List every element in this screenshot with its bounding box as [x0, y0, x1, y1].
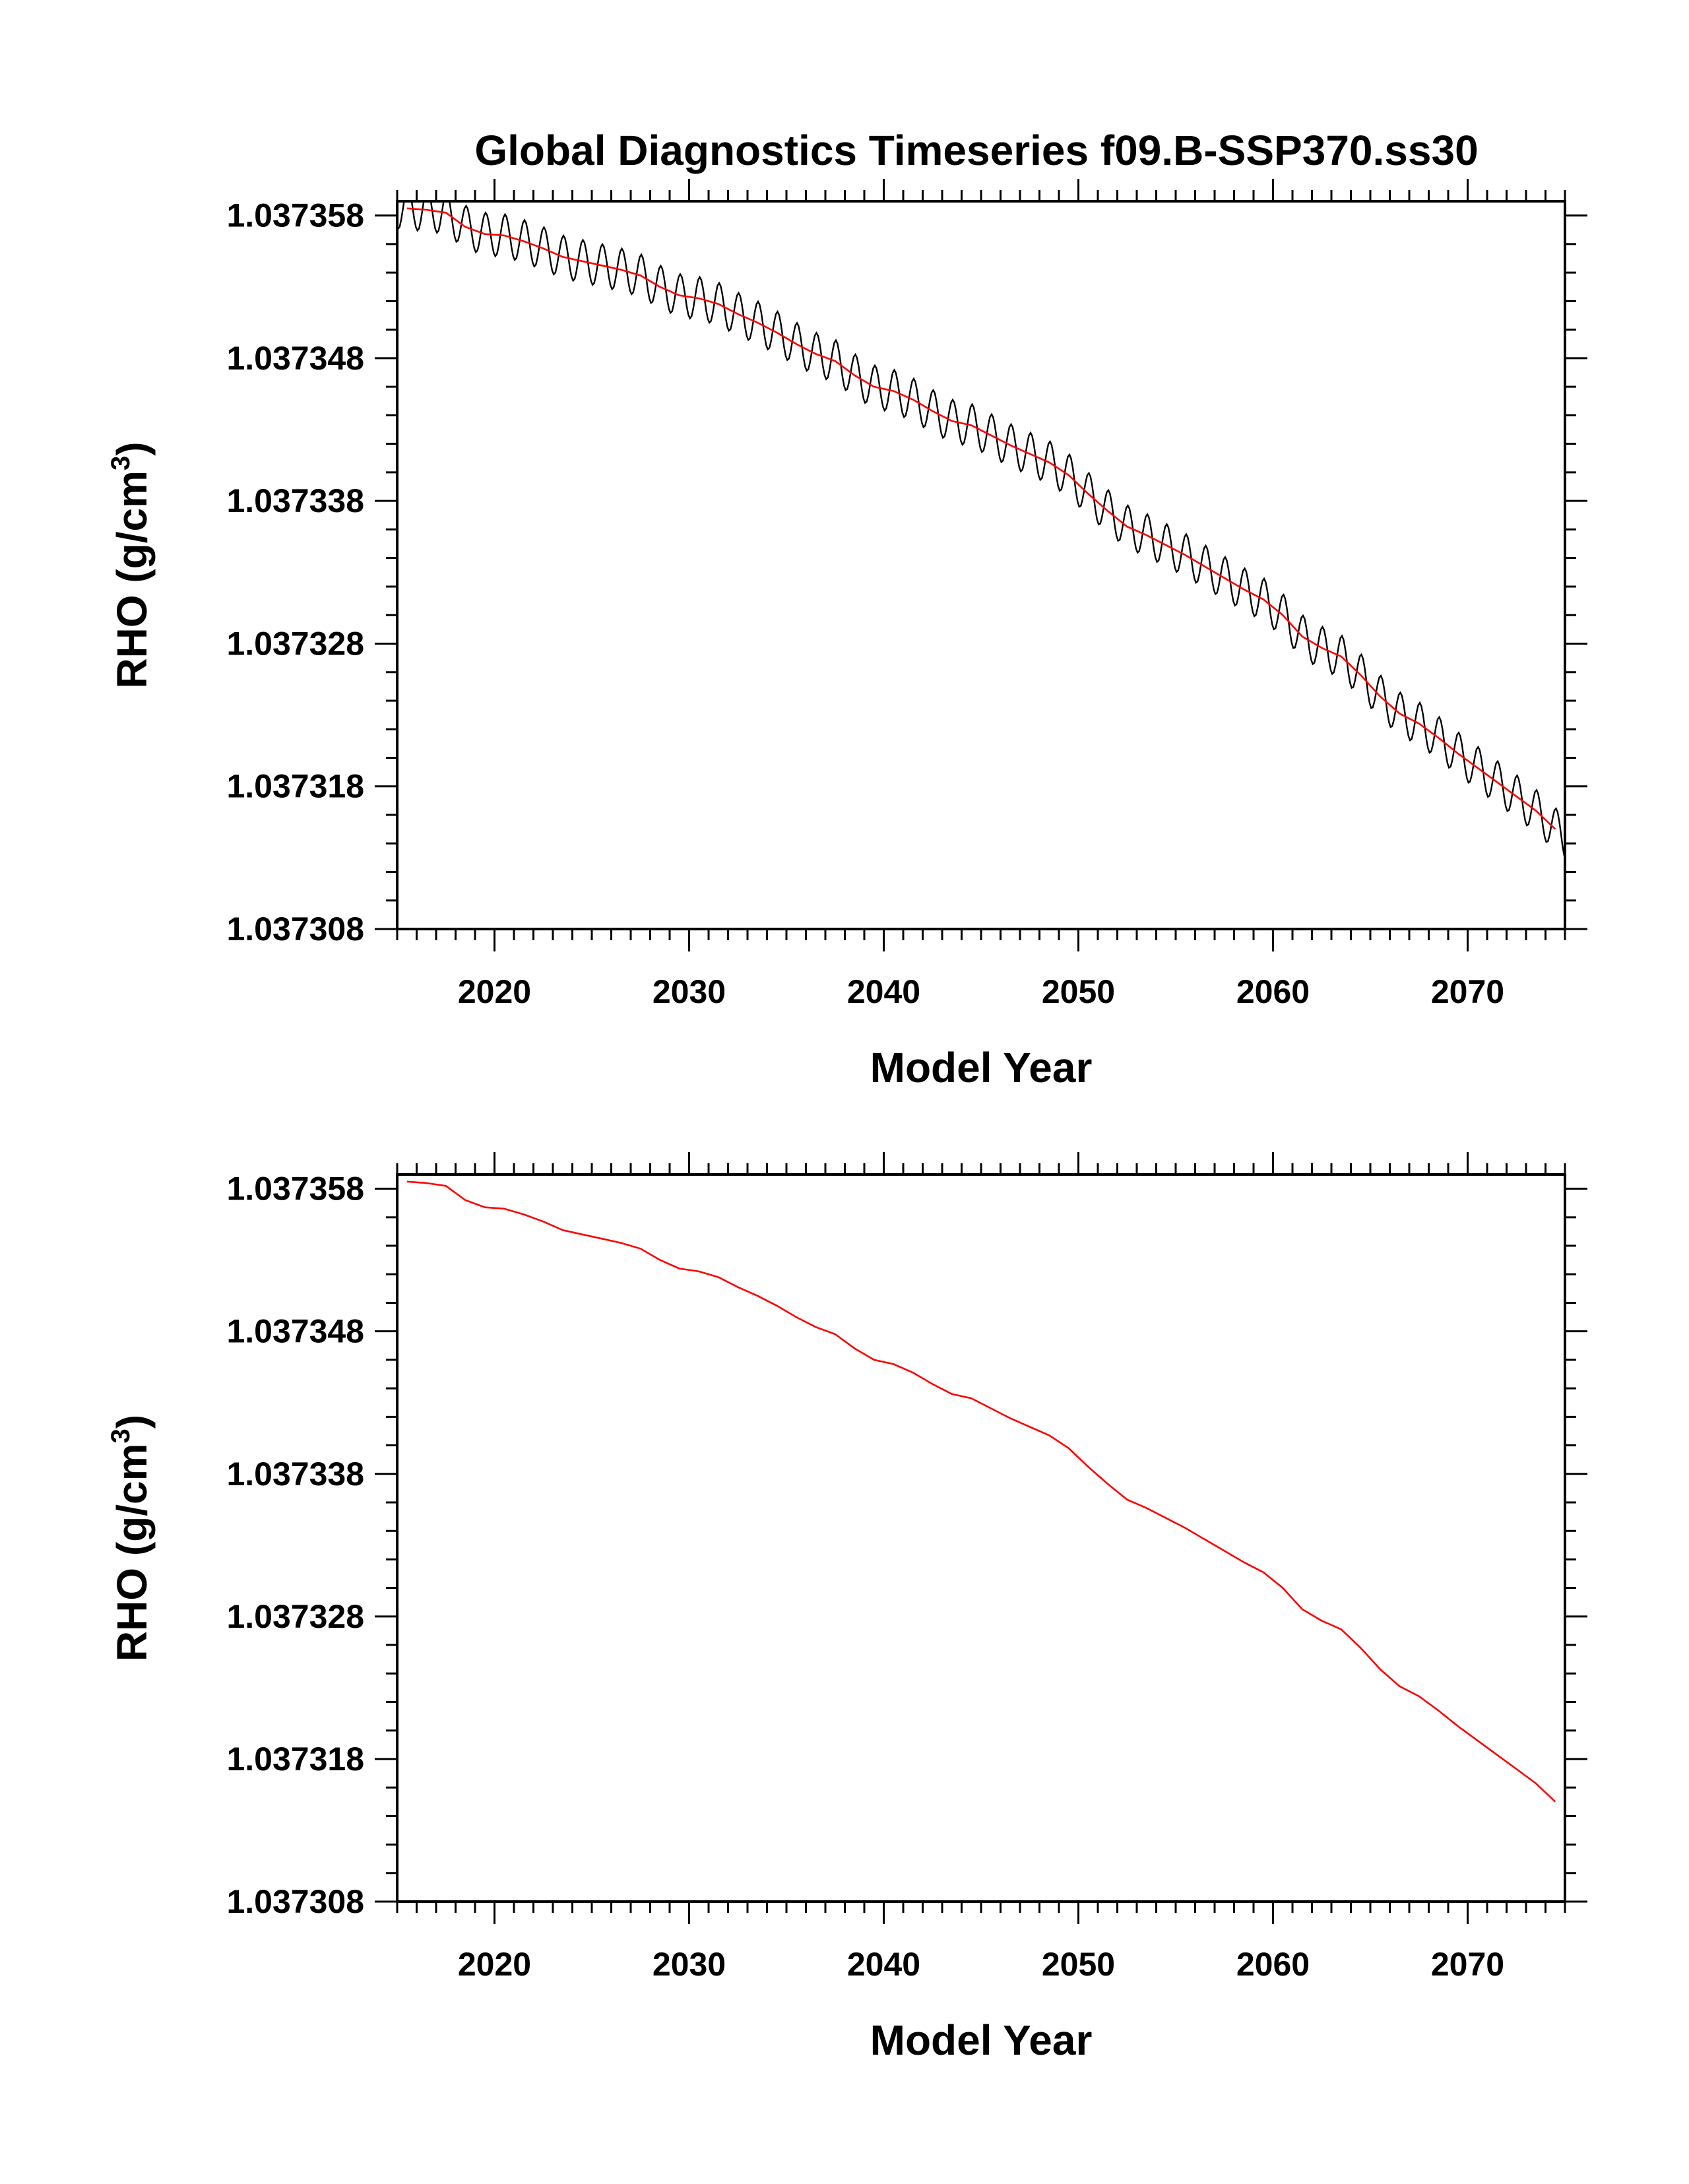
x-tick-label: 2050: [1042, 973, 1115, 1010]
y-tick-label: 1.037338: [226, 482, 364, 519]
y-axis-label: RHO (g/cm3): [106, 1415, 156, 1661]
top-panel: 2020 2030 2040 2050 2060 2070 1.037308 1.037318…: [106, 179, 1587, 1091]
y-tick-label: 1.037328: [226, 625, 364, 662]
x-tick-label: 2070: [1431, 973, 1504, 1010]
y-tick-label: 1.037348: [226, 1313, 364, 1350]
plot-frame: [396, 1173, 1566, 1903]
y-tick-label: 1.037318: [226, 1741, 364, 1778]
x-tick-label: 2020: [458, 973, 531, 1010]
y-tick-label: 1.037308: [226, 1883, 364, 1920]
bottom-panel: 2020 2030 2040 2050 2060 2070 1.037308 1.037318…: [106, 1152, 1587, 2064]
chart-title: Global Diagnostics Timeseries f09.B-SSP3…: [474, 127, 1478, 174]
x-tick-label: 2060: [1236, 973, 1310, 1010]
y-axis-label: RHO (g/cm3): [106, 441, 156, 688]
y-tick-label: 1.037358: [226, 197, 364, 234]
y-tick-label: 1.037328: [226, 1598, 364, 1635]
x-tick-label: 2040: [847, 1946, 920, 1983]
y-tick-label: 1.037358: [226, 1171, 364, 1207]
y-tick-label: 1.037308: [226, 911, 364, 947]
x-tick-label: 2060: [1236, 1946, 1310, 1983]
x-tick-label: 2030: [653, 1946, 726, 1983]
x-tick-label: 2050: [1042, 1946, 1115, 1983]
x-axis-label: Model Year: [870, 1044, 1093, 1091]
x-tick-label: 2030: [653, 973, 726, 1010]
annual-mean-series-line: [406, 207, 1556, 830]
annual-mean-series-line: [406, 1180, 1556, 1803]
x-tick-label: 2040: [847, 973, 920, 1010]
y-tick-label: 1.037338: [226, 1456, 364, 1493]
x-axis-label: Model Year: [870, 2016, 1093, 2064]
y-tick-label: 1.037348: [226, 340, 364, 377]
x-tick-label: 2020: [458, 1946, 531, 1983]
y-tick-label: 1.037318: [226, 768, 364, 805]
monthly-series-line: [397, 201, 1565, 856]
x-tick-label: 2070: [1431, 1946, 1504, 1983]
plot-frame: [396, 200, 1566, 930]
